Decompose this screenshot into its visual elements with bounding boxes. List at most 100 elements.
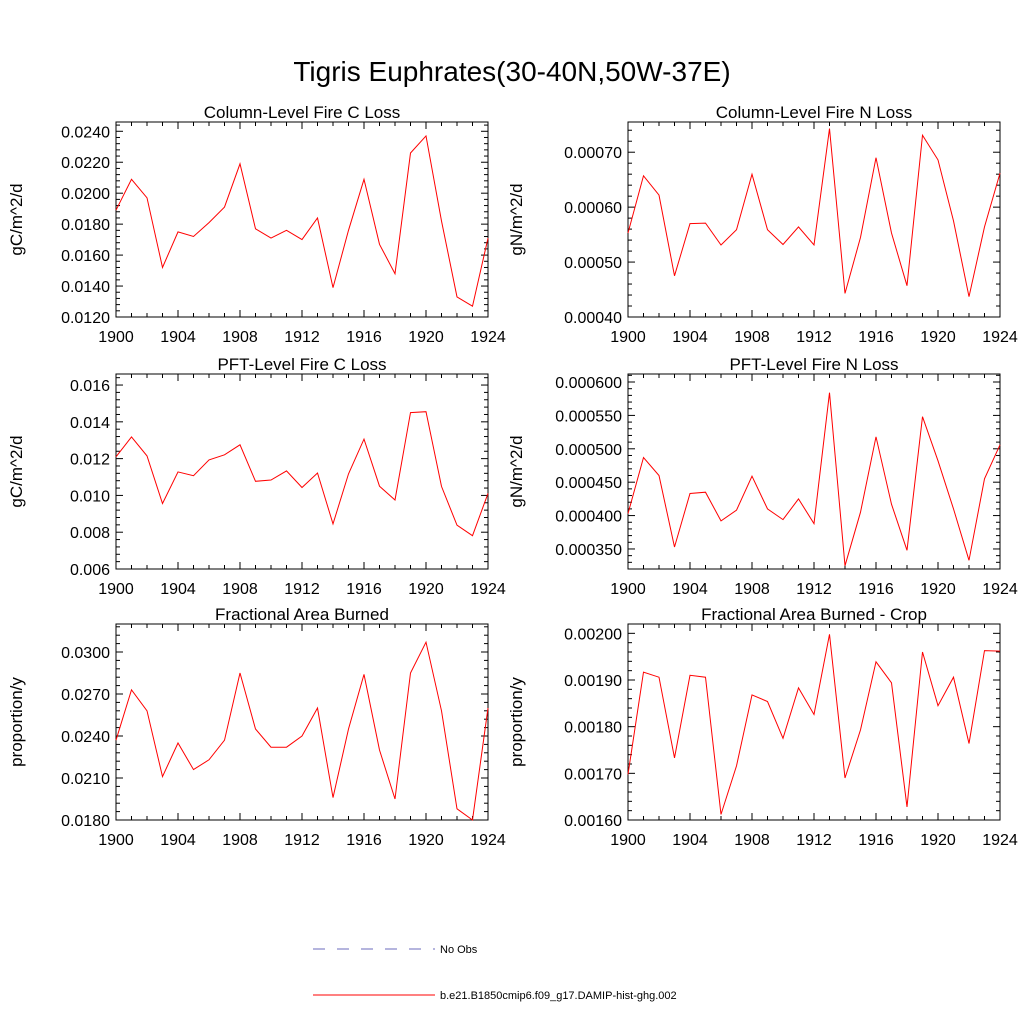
x-tick-label: 1904 (160, 832, 196, 849)
x-tick-label: 1924 (982, 581, 1018, 598)
y-tick-label: 0.0200 (61, 186, 110, 203)
series-line (627, 634, 1001, 815)
x-tick-label: 1924 (470, 581, 506, 598)
x-tick-label: 1916 (858, 581, 894, 598)
series-line (115, 134, 489, 307)
chart-panel-2: 1900 1904 1908 1912 1916 1920 1924 0.00040 0.000… (507, 103, 1018, 346)
chart-panel-5: 1900 1904 1908 1912 1916 1920 1924 0.0180 0.0210… (7, 605, 506, 849)
y-tick-label: 0.0300 (61, 645, 110, 662)
plot-frame (115, 623, 489, 821)
x-tick-label: 1908 (222, 581, 258, 598)
y-tick-label: 0.00180 (564, 720, 622, 737)
y-tick-label: 0.0140 (61, 279, 110, 296)
x-tick-label: 1916 (858, 832, 894, 849)
y-tick-label: 0.00070 (564, 145, 622, 162)
x-tick-label: 1904 (672, 832, 708, 849)
y-axis-label: gC/m^2/d (7, 435, 26, 507)
x-tick-label: 1916 (346, 581, 382, 598)
x-tick-label: 1912 (796, 581, 832, 598)
x-tick-label: 1900 (610, 581, 646, 598)
x-tick-label: 1916 (346, 832, 382, 849)
x-tick-label: 1904 (672, 581, 708, 598)
y-axis-label: gN/m^2/d (507, 435, 526, 507)
x-tick-label: 1904 (672, 329, 708, 346)
y-tick-label: 0.00160 (564, 813, 622, 830)
chart-panel-3: 1900 1904 1908 1912 1916 1920 1924 0.006 0.008 0.… (7, 355, 506, 598)
x-tick-label: 1908 (222, 329, 258, 346)
y-tick-label: 0.00060 (564, 200, 622, 217)
series-line (627, 128, 1001, 297)
x-tick-label: 1908 (734, 329, 770, 346)
x-tick-label: 1924 (982, 329, 1018, 346)
panel-title: Fractional Area Burned (215, 605, 389, 624)
y-tick-label: 0.006 (70, 562, 110, 579)
series-line (115, 640, 489, 821)
figure-title: Tigris Euphrates(30-40N,50W-37E) (293, 56, 731, 87)
x-tick-label: 1900 (610, 832, 646, 849)
x-tick-label: 1900 (98, 832, 134, 849)
chart-panel-1: 1900 1904 1908 1912 1916 1920 1924 0.0120 0.0140… (7, 103, 506, 346)
y-tick-label: 0.000500 (555, 442, 622, 459)
y-axis-label: proportion/y (507, 677, 526, 767)
x-tick-label: 1908 (734, 832, 770, 849)
x-tick-label: 1900 (98, 329, 134, 346)
y-tick-label: 0.0240 (61, 124, 110, 141)
x-tick-label: 1912 (284, 329, 320, 346)
y-axis-label: gC/m^2/d (7, 183, 26, 255)
panel-title: Column-Level Fire N Loss (716, 103, 913, 122)
x-tick-label: 1924 (982, 832, 1018, 849)
y-tick-label: 0.0120 (61, 310, 110, 327)
x-tick-label: 1912 (796, 329, 832, 346)
x-tick-label: 1920 (408, 329, 444, 346)
y-tick-label: 0.0160 (61, 248, 110, 265)
x-tick-label: 1908 (222, 832, 258, 849)
y-tick-label: 0.014 (70, 415, 110, 432)
plot-frame (627, 121, 1001, 318)
y-tick-label: 0.00200 (564, 626, 622, 643)
y-axis-label: gN/m^2/d (507, 183, 526, 255)
y-tick-label: 0.000400 (555, 509, 622, 526)
x-tick-label: 1920 (408, 581, 444, 598)
y-tick-label: 0.0210 (61, 771, 110, 788)
x-tick-label: 1920 (920, 329, 956, 346)
plot-frame (115, 373, 489, 570)
y-tick-label: 0.00040 (564, 310, 622, 327)
y-tick-label: 0.0240 (61, 729, 110, 746)
y-tick-label: 0.000550 (555, 408, 622, 425)
x-tick-label: 1908 (734, 581, 770, 598)
panel-title: Column-Level Fire C Loss (204, 103, 401, 122)
x-tick-label: 1912 (284, 581, 320, 598)
y-tick-label: 0.0180 (61, 217, 110, 234)
y-tick-label: 0.000350 (555, 542, 622, 559)
panel-title: PFT-Level Fire C Loss (217, 355, 386, 374)
panel-title: Fractional Area Burned - Crop (701, 605, 927, 624)
plot-frame (115, 121, 489, 318)
y-tick-label: 0.010 (70, 488, 110, 505)
panel-title: PFT-Level Fire N Loss (729, 355, 898, 374)
chart-panel-4: 1900 1904 1908 1912 1916 1920 1924 0.000350 0.00… (507, 355, 1018, 598)
x-tick-label: 1924 (470, 832, 506, 849)
y-tick-label: 0.016 (70, 378, 110, 395)
y-tick-label: 0.0180 (61, 813, 110, 830)
legend: No Obs b.e21.B1850cmip6.f09_g17.DAMIP-hi… (313, 944, 677, 1002)
x-tick-label: 1900 (610, 329, 646, 346)
x-tick-label: 1924 (470, 329, 506, 346)
legend-label-run: b.e21.B1850cmip6.f09_g17.DAMIP-hist-ghg.… (440, 990, 677, 1002)
y-tick-label: 0.000450 (555, 475, 622, 492)
chart-panel-6: 1900 1904 1908 1912 1916 1920 1924 0.00160 0.001… (507, 605, 1018, 849)
x-tick-label: 1900 (98, 581, 134, 598)
x-tick-label: 1904 (160, 581, 196, 598)
x-tick-label: 1912 (796, 832, 832, 849)
y-tick-label: 0.012 (70, 452, 110, 469)
series-line (627, 392, 1001, 566)
y-tick-label: 0.0220 (61, 155, 110, 172)
y-tick-label: 0.008 (70, 525, 110, 542)
legend-label-no-obs: No Obs (440, 944, 478, 956)
y-tick-label: 0.0270 (61, 687, 110, 704)
plot-frame (627, 623, 1001, 821)
x-tick-label: 1920 (920, 832, 956, 849)
x-tick-label: 1920 (408, 832, 444, 849)
x-tick-label: 1916 (346, 329, 382, 346)
y-tick-label: 0.00190 (564, 673, 622, 690)
